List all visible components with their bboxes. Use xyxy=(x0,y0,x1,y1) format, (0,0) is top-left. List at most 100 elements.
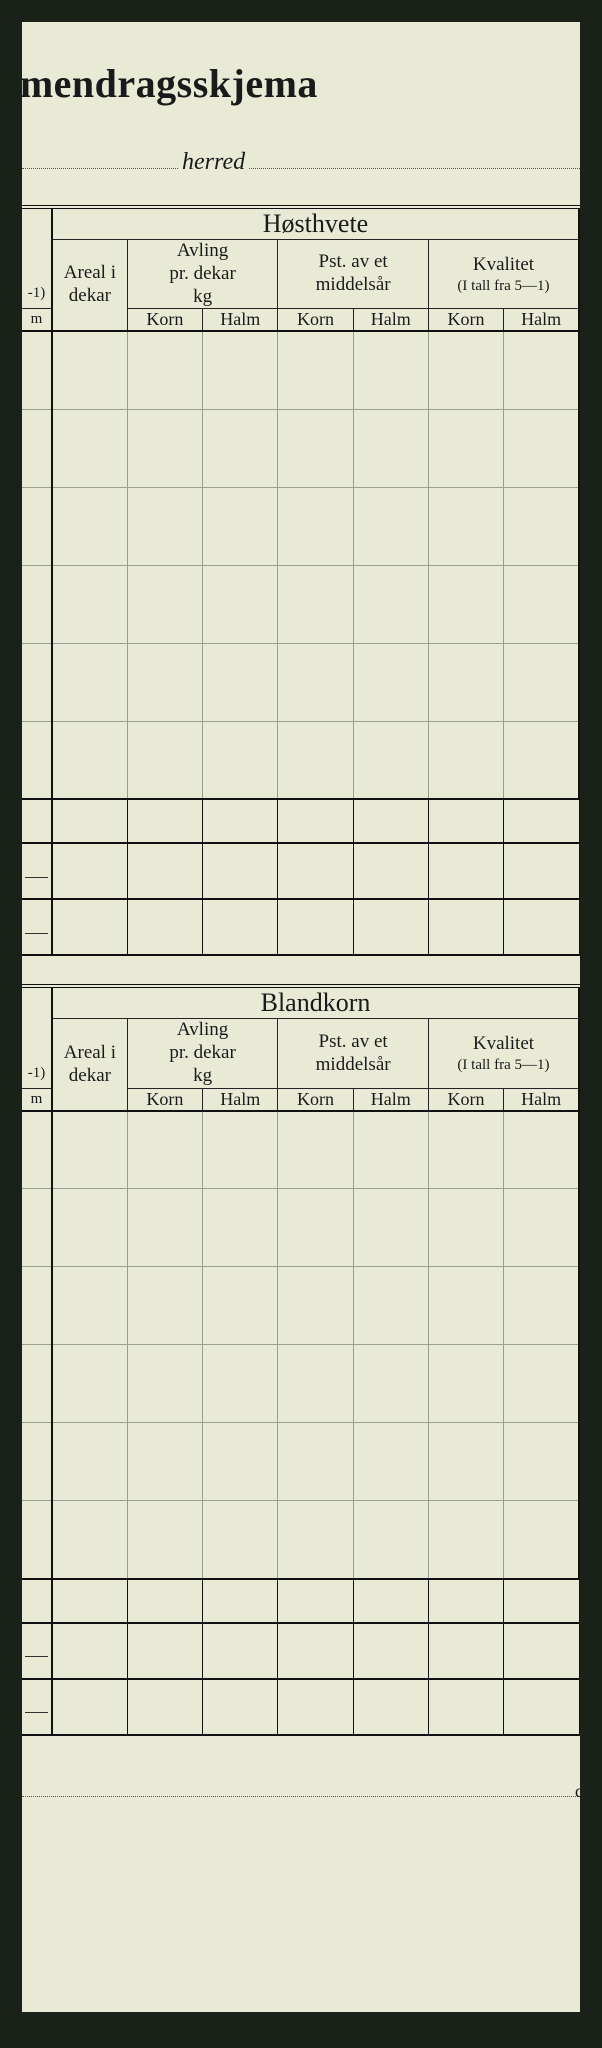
cell xyxy=(22,1189,52,1267)
cell xyxy=(127,643,202,721)
cell xyxy=(428,1345,503,1423)
cell xyxy=(353,721,428,799)
page-title: mmendragsskjema xyxy=(22,22,580,107)
cell xyxy=(203,331,278,409)
cell xyxy=(127,1579,202,1623)
cell xyxy=(203,565,278,643)
cell xyxy=(428,1623,503,1679)
cell xyxy=(127,565,202,643)
col-sub: Halm xyxy=(504,1088,579,1111)
cell xyxy=(52,1679,127,1735)
cell xyxy=(127,721,202,799)
cell xyxy=(353,565,428,643)
subtitle: herred xyxy=(178,149,249,176)
cell xyxy=(22,1679,52,1735)
cell xyxy=(428,1501,503,1579)
cell xyxy=(504,899,579,955)
cell xyxy=(278,721,353,799)
cell xyxy=(52,1111,127,1189)
cell xyxy=(127,487,202,565)
cell xyxy=(127,1423,202,1501)
col-group: Kvalitet(I tall fra 5—1) xyxy=(428,240,579,309)
cell xyxy=(428,487,503,565)
cell xyxy=(203,899,278,955)
cell xyxy=(22,1623,52,1679)
cell xyxy=(428,843,503,899)
cell xyxy=(278,487,353,565)
cell xyxy=(52,1189,127,1267)
cell xyxy=(203,1579,278,1623)
cell xyxy=(203,1423,278,1501)
cell xyxy=(22,409,52,487)
left-stub-top: -1) xyxy=(22,207,52,309)
cell xyxy=(278,1623,353,1679)
col-sub: Halm xyxy=(353,309,428,332)
cell xyxy=(203,1679,278,1735)
cell xyxy=(127,1345,202,1423)
col-sub: Korn xyxy=(428,309,503,332)
cell xyxy=(428,1423,503,1501)
cell xyxy=(428,331,503,409)
cell xyxy=(203,843,278,899)
cell xyxy=(428,643,503,721)
cell xyxy=(52,409,127,487)
cell xyxy=(278,1267,353,1345)
cell xyxy=(22,1345,52,1423)
cell xyxy=(22,565,52,643)
cell xyxy=(52,1579,127,1623)
cell xyxy=(127,409,202,487)
cell xyxy=(353,1267,428,1345)
cell xyxy=(353,1111,428,1189)
col-group: Avling pr. dekar kg xyxy=(127,1019,278,1088)
cell xyxy=(203,1623,278,1679)
cell xyxy=(127,331,202,409)
col-group: Pst. av et middelsår xyxy=(278,1019,429,1088)
cell xyxy=(353,1423,428,1501)
cell xyxy=(203,1189,278,1267)
cell xyxy=(52,899,127,955)
cell xyxy=(278,1679,353,1735)
cell xyxy=(127,799,202,843)
col-sub: Korn xyxy=(428,1088,503,1111)
cell xyxy=(52,565,127,643)
footer-char: d xyxy=(575,1781,580,1802)
cell xyxy=(278,843,353,899)
cell xyxy=(278,1345,353,1423)
cell xyxy=(22,799,52,843)
cell xyxy=(504,1267,579,1345)
cell xyxy=(52,1423,127,1501)
left-stub-bottom: m xyxy=(22,309,52,332)
cell xyxy=(428,1189,503,1267)
cell xyxy=(203,1267,278,1345)
cell xyxy=(22,1111,52,1189)
cell xyxy=(203,643,278,721)
cell xyxy=(504,1579,579,1623)
cell xyxy=(504,643,579,721)
cell xyxy=(278,1501,353,1579)
cell xyxy=(353,643,428,721)
cell xyxy=(353,487,428,565)
cell xyxy=(52,487,127,565)
cell xyxy=(22,1267,52,1345)
subtitle-row: herred xyxy=(22,149,580,177)
dotted-rule-left xyxy=(22,153,178,169)
cell xyxy=(353,1189,428,1267)
cell xyxy=(353,899,428,955)
cell xyxy=(52,1623,127,1679)
cell xyxy=(127,1189,202,1267)
cell xyxy=(353,1579,428,1623)
cell xyxy=(22,331,52,409)
cell xyxy=(504,799,579,843)
cell xyxy=(22,487,52,565)
left-stub-top: -1) xyxy=(22,986,52,1088)
cell xyxy=(22,843,52,899)
cell xyxy=(504,1345,579,1423)
cell xyxy=(203,1501,278,1579)
cell xyxy=(428,409,503,487)
cell xyxy=(428,1679,503,1735)
col-sub: Halm xyxy=(353,1088,428,1111)
cell xyxy=(428,565,503,643)
cell xyxy=(504,1501,579,1579)
cell xyxy=(353,331,428,409)
cell xyxy=(428,799,503,843)
